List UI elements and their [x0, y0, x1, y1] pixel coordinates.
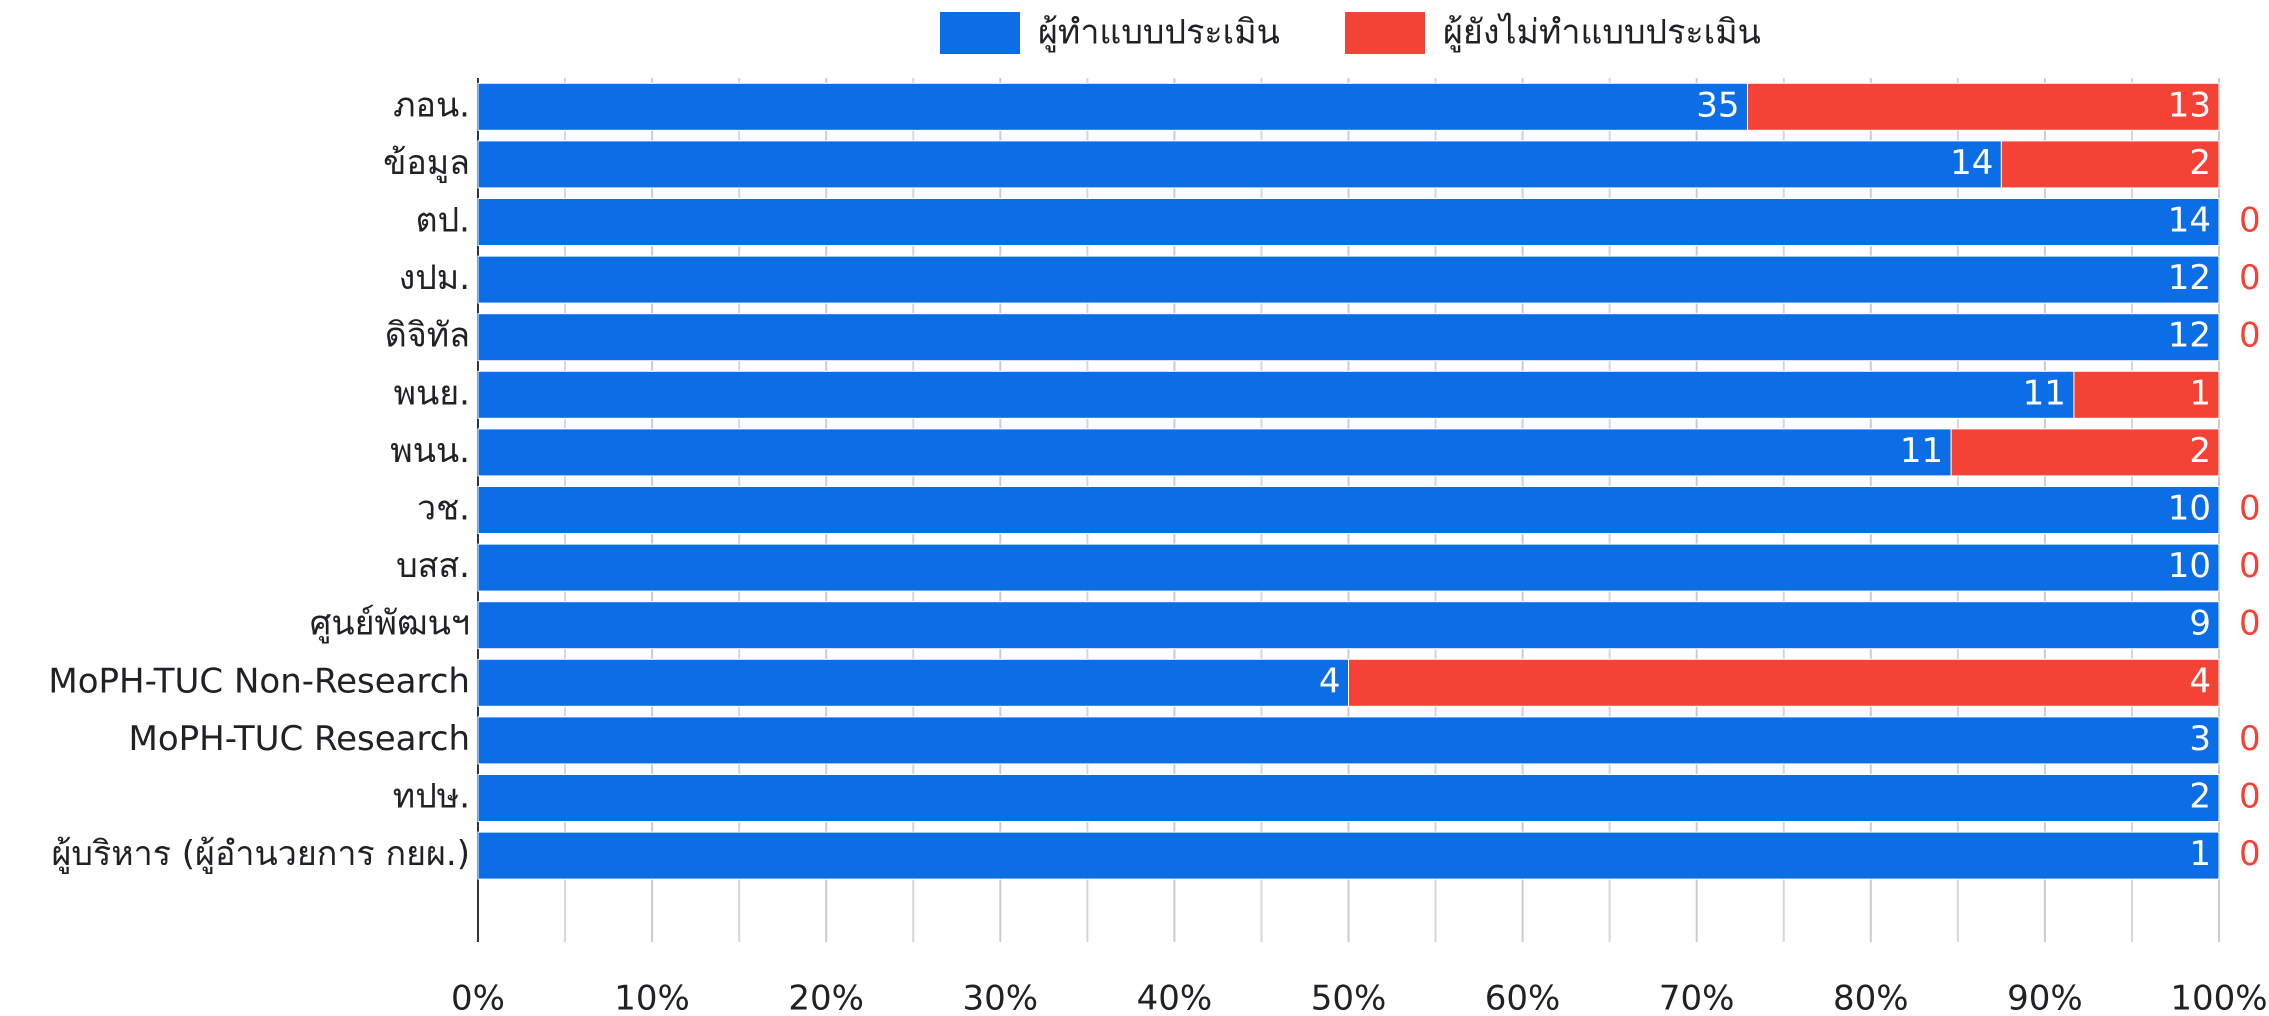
bar-segment: [477, 543, 2220, 592]
data-label: 0: [2239, 834, 2261, 874]
data-label: 0: [2239, 546, 2261, 586]
data-label: 0: [2239, 604, 2261, 644]
legend-label: ผู้ยังไม่ทำแบบประเมิน: [1443, 13, 1761, 53]
y-tick-label: ตป.: [416, 201, 470, 241]
data-label: 1: [2189, 373, 2211, 413]
data-label: 2: [2189, 431, 2211, 471]
bar-segment: [2073, 370, 2220, 419]
legend-swatch: [1345, 12, 1425, 54]
y-tick-label: ข้อมูล: [383, 143, 470, 183]
data-label: 0: [2239, 489, 2261, 529]
data-label: 2: [2189, 143, 2211, 183]
y-tick-label: MoPH-TUC Research: [128, 719, 470, 759]
y-tick-label: ผู้บริหาร (ผู้อำนวยการ กยผ.): [51, 834, 470, 874]
bar-segment: [477, 313, 2220, 362]
data-label: 12: [2168, 258, 2211, 298]
bar-segment: [1746, 82, 2220, 131]
y-tick-label: MoPH-TUC Non-Research: [48, 661, 470, 701]
data-label: 13: [2168, 85, 2211, 125]
data-label: 0: [2239, 777, 2261, 817]
bar-segment: [477, 486, 2220, 534]
x-tick-label: 90%: [2007, 979, 2083, 1016]
data-label: 4: [2189, 661, 2211, 701]
bar-segment: [477, 370, 2075, 419]
legend-swatch: [940, 12, 1020, 54]
bar-segment: [477, 774, 2220, 822]
y-tick-label: พนน.: [390, 431, 470, 471]
x-tick-label: 40%: [1137, 979, 1213, 1016]
y-tick-label: ศูนย์พัฒนฯ: [310, 604, 470, 644]
bar-segment: [477, 658, 1349, 707]
bar-segment: [2000, 140, 2220, 189]
x-tick-label: 70%: [1659, 979, 1735, 1016]
data-label: 3: [2189, 719, 2211, 759]
data-label: 1: [2189, 834, 2211, 874]
x-tick-label: 100%: [2170, 979, 2267, 1016]
x-tick-label: 0%: [451, 979, 505, 1016]
y-tick-label: ทปษ.: [393, 777, 470, 817]
data-label: 0: [2239, 201, 2261, 241]
bar-segment: [477, 601, 2220, 650]
bar-segment: [477, 140, 2002, 189]
y-tick-label: ภอน.: [393, 85, 470, 125]
y-tick-label: ดิจิทัล: [385, 316, 470, 356]
x-tick-label: 80%: [1833, 979, 1909, 1016]
data-label: 35: [1696, 85, 1739, 125]
x-tick-label: 50%: [1311, 979, 1387, 1016]
x-tick-label: 20%: [788, 979, 864, 1016]
y-tick-label: วช.: [417, 489, 470, 529]
bar-segment: [1950, 428, 2220, 477]
bar-segment: [477, 716, 2220, 765]
data-label: 11: [2023, 373, 2066, 413]
data-label: 9: [2189, 604, 2211, 644]
data-label: 14: [1950, 143, 1993, 183]
data-label: 10: [2168, 546, 2211, 586]
data-label: 0: [2239, 719, 2261, 759]
x-tick-label: 60%: [1485, 979, 1561, 1016]
data-label: 0: [2239, 258, 2261, 298]
data-label: 2: [2189, 777, 2211, 817]
y-tick-label: พนย.: [394, 373, 470, 413]
x-tick-label: 10%: [614, 979, 690, 1016]
bar-segment: [477, 198, 2220, 246]
data-label: 14: [2168, 201, 2211, 241]
bar-segment: [1348, 658, 2220, 707]
legend-label: ผู้ทำแบบประเมิน: [1038, 13, 1280, 53]
x-tick-label: 30%: [963, 979, 1039, 1016]
data-label: 0: [2239, 316, 2261, 356]
data-label: 11: [1900, 431, 1943, 471]
bar-segment: [477, 82, 1748, 131]
bar-segment: [477, 428, 1952, 477]
bar-segment: [477, 255, 2220, 304]
data-label: 4: [1319, 661, 1341, 701]
y-tick-label: งปม.: [399, 258, 470, 298]
data-label: 10: [2168, 489, 2211, 529]
bar-segment: [477, 831, 2220, 880]
data-label: 12: [2168, 316, 2211, 356]
y-tick-label: บสส.: [396, 546, 470, 586]
